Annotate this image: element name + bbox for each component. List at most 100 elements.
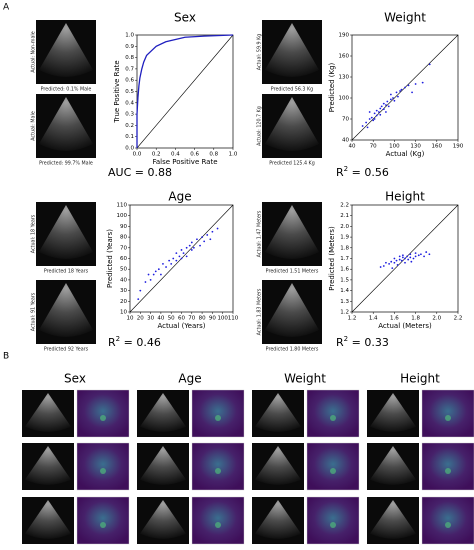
y-tick-label: 100 bbox=[339, 96, 350, 102]
point bbox=[178, 255, 181, 258]
echo-cone bbox=[265, 283, 319, 337]
point bbox=[175, 252, 178, 255]
y-tick-label: 2.2 bbox=[340, 203, 349, 209]
predicted-caption: Predicted: 0.1% Male bbox=[41, 87, 92, 93]
point bbox=[386, 100, 389, 103]
y-tick-label: 0.1 bbox=[125, 134, 134, 140]
point bbox=[400, 259, 403, 262]
point bbox=[190, 241, 193, 244]
y-tick-label: 70 bbox=[120, 245, 127, 251]
echo-cone bbox=[39, 205, 93, 259]
y-axis-label: True Positive Rate bbox=[113, 60, 121, 123]
metric-label: R bbox=[336, 166, 344, 179]
y-tick-label: 0.7 bbox=[125, 66, 134, 72]
saliency-hotspot bbox=[215, 522, 221, 528]
saliency-map bbox=[76, 442, 130, 491]
point bbox=[216, 227, 219, 230]
metric: R2 = 0.33 bbox=[336, 335, 389, 349]
actual-caption: Actual: 18 Years bbox=[31, 214, 37, 253]
point bbox=[373, 112, 376, 115]
point bbox=[387, 105, 390, 108]
point bbox=[160, 273, 162, 276]
y-tick-label: 0.5 bbox=[125, 89, 134, 95]
x-tick-label: 0.2 bbox=[152, 152, 161, 158]
metric-label: AUC = 0.88 bbox=[108, 166, 172, 179]
echo-cone bbox=[140, 393, 186, 432]
point bbox=[407, 84, 410, 87]
point bbox=[375, 109, 378, 112]
metric-power: 2 bbox=[116, 335, 120, 343]
roc-curve bbox=[136, 34, 234, 148]
actual-caption: Actual: Non-male bbox=[31, 31, 37, 72]
echo-cone bbox=[140, 500, 186, 539]
x-axis-label: Actual (Meters) bbox=[378, 322, 432, 330]
point bbox=[409, 253, 412, 256]
actual-caption: Actual: 120.7 Kg bbox=[257, 106, 263, 146]
y-tick-label: 10 bbox=[120, 310, 127, 316]
point bbox=[393, 99, 396, 102]
x-axis-label: False Positive Rate bbox=[152, 158, 217, 166]
saliency-map bbox=[421, 496, 474, 545]
metric-value: = 0.46 bbox=[120, 336, 161, 349]
x-tick-label: 10 bbox=[127, 316, 134, 322]
saliency-hotspot bbox=[100, 415, 106, 421]
plot-frame bbox=[351, 34, 459, 141]
point bbox=[203, 240, 206, 243]
saliency-hotspot bbox=[215, 415, 221, 421]
predicted-caption: Predicted 56.3 Kg bbox=[271, 87, 313, 93]
point bbox=[190, 249, 193, 251]
echo-cone bbox=[25, 500, 71, 539]
point bbox=[206, 234, 209, 236]
x-tick-label: 2.2 bbox=[454, 316, 463, 322]
point bbox=[385, 104, 387, 106]
saliency-hotspot bbox=[445, 415, 451, 421]
echo-cone bbox=[255, 500, 301, 539]
saliency-title: Sex bbox=[64, 372, 86, 386]
metric: R2 = 0.56 bbox=[336, 165, 389, 179]
echo-cone bbox=[255, 446, 301, 485]
y-tick-label: 1.6 bbox=[340, 267, 349, 273]
point bbox=[390, 260, 393, 263]
chart-title: Age bbox=[168, 190, 191, 204]
saliency-hotspot bbox=[330, 468, 336, 474]
point bbox=[417, 254, 420, 257]
saliency-hotspot bbox=[100, 468, 106, 474]
y-tick-label: 0.6 bbox=[125, 78, 134, 84]
point bbox=[391, 267, 394, 270]
y-tick-label: 40 bbox=[342, 138, 349, 144]
y-tick-label: 1.8 bbox=[340, 245, 349, 251]
point bbox=[380, 105, 383, 108]
x-tick-label: 80 bbox=[199, 316, 206, 322]
point bbox=[407, 258, 410, 261]
point bbox=[404, 86, 406, 89]
x-tick-label: 0.0 bbox=[133, 152, 142, 158]
saliency-map bbox=[306, 442, 360, 491]
point bbox=[372, 119, 375, 122]
point bbox=[185, 246, 188, 249]
point bbox=[410, 260, 413, 263]
saliency-map bbox=[306, 496, 360, 545]
y-tick-label: 1.4 bbox=[340, 288, 349, 294]
point bbox=[196, 238, 198, 241]
saliency-title: Height bbox=[400, 372, 440, 386]
y-tick-label: 110 bbox=[117, 203, 128, 209]
y-tick-label: 20 bbox=[120, 299, 127, 305]
point bbox=[428, 253, 431, 256]
point bbox=[154, 270, 157, 273]
actual-caption: Actual: 1.83 Meters bbox=[257, 288, 263, 335]
point bbox=[389, 98, 392, 101]
saliency-map bbox=[76, 389, 130, 438]
y-tick-label: 190 bbox=[339, 33, 350, 39]
x-tick-label: 110 bbox=[228, 316, 239, 322]
y-tick-label: 1.5 bbox=[340, 277, 349, 283]
saliency-map bbox=[306, 389, 360, 438]
echo-cone bbox=[25, 446, 71, 485]
point bbox=[209, 238, 212, 241]
predicted-caption: Predicted 1.51 Meters bbox=[266, 269, 319, 275]
chart-title: Weight bbox=[384, 11, 426, 25]
point bbox=[393, 261, 396, 264]
saliency-map bbox=[191, 442, 245, 491]
point bbox=[401, 256, 404, 259]
actual-caption: Actual: Male bbox=[31, 111, 37, 141]
saliency-hotspot bbox=[215, 468, 221, 474]
